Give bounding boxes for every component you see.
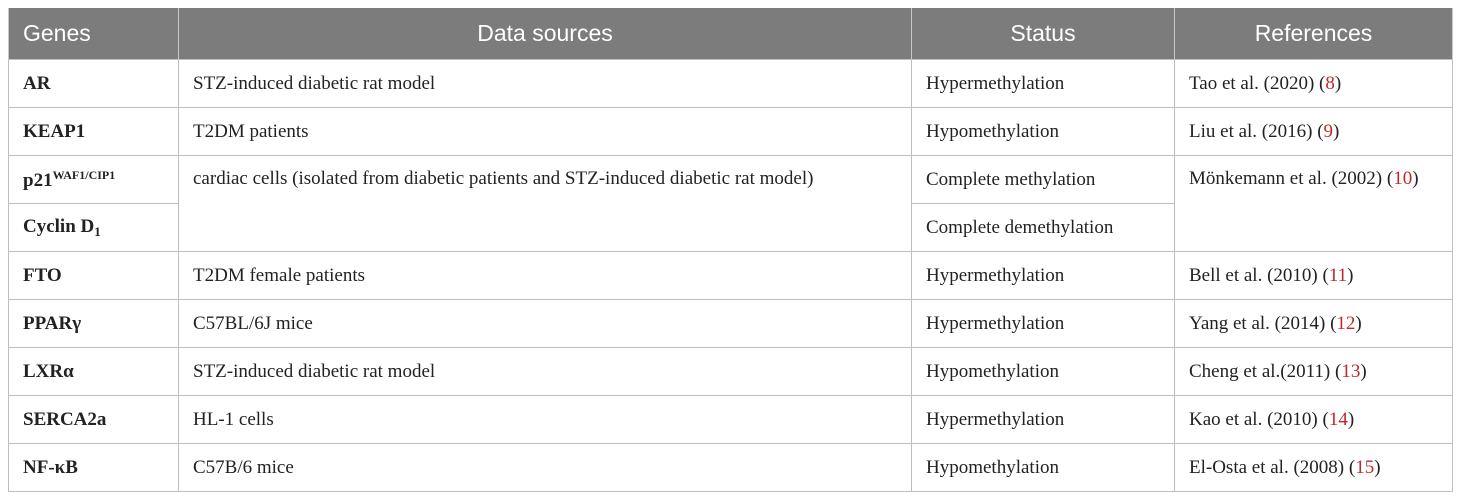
data-source-cell: C57B/6 mice	[178, 443, 912, 492]
reference-cell: Kao et al. (2010) (14)	[1174, 395, 1453, 444]
table-row: LXRα STZ-induced diabetic rat model Hypo…	[8, 347, 1453, 396]
reference-link[interactable]: 8	[1325, 72, 1335, 94]
reference-link[interactable]: 13	[1341, 360, 1361, 382]
reference-link[interactable]: 9	[1323, 120, 1334, 142]
reference-close: )	[1412, 168, 1419, 189]
gene-name: Cyclin D	[23, 215, 95, 237]
gene-cell: PPARγ	[8, 299, 179, 348]
table-row: KEAP1 T2DM patients Hypomethylation Liu …	[8, 107, 1453, 156]
gene-cell: p21WAF1/CIP1	[8, 155, 179, 204]
gene-cell: NF-κB	[8, 443, 179, 492]
header-status: Status	[911, 8, 1175, 60]
reference-text: El-Osta et al. (2008) (	[1189, 456, 1356, 478]
table-row: AR STZ-induced diabetic rat model Hyperm…	[8, 59, 1453, 108]
table-row: PPARγ C57BL/6J mice Hypermethylation Yan…	[8, 299, 1453, 348]
table-row: NF-κB C57B/6 mice Hypomethylation El-Ost…	[8, 443, 1453, 492]
reference-close: )	[1334, 72, 1342, 94]
reference-close: )	[1347, 408, 1355, 430]
table-row: FTO T2DM female patients Hypermethylatio…	[8, 251, 1453, 300]
status-cell: Hypomethylation	[911, 347, 1175, 396]
header-genes: Genes	[8, 8, 179, 60]
table-header-row: Genes Data sources Status References	[8, 8, 1453, 60]
data-source-cell: HL-1 cells	[178, 395, 912, 444]
header-references: References	[1174, 8, 1453, 60]
reference-text: Tao et al. (2020) (	[1189, 72, 1326, 94]
table-row: Cyclin D1 Complete demethylation	[8, 203, 1453, 252]
gene-subscript: 1	[94, 223, 101, 239]
data-source-cell: STZ-induced diabetic rat model	[178, 59, 912, 108]
gene-cell: Cyclin D1	[8, 203, 179, 252]
reference-cell: Yang et al. (2014) (12)	[1174, 299, 1453, 348]
gene-cell: KEAP1	[8, 107, 179, 156]
gene-methylation-table-container: Genes Data sources Status References AR …	[8, 8, 1453, 492]
table-row: p21WAF1/CIP1 cardiac cells (isolated fro…	[8, 155, 1453, 252]
data-source-cell: T2DM patients	[178, 107, 912, 156]
reference-cell: Bell et al. (2010) (11)	[1174, 251, 1453, 300]
reference-link[interactable]: 15	[1355, 456, 1375, 478]
reference-cell: Tao et al. (2020) (8)	[1174, 59, 1453, 108]
reference-close: )	[1374, 456, 1381, 478]
status-cell: Hypermethylation	[911, 59, 1175, 108]
data-source-cell: C57BL/6J mice	[178, 299, 912, 348]
reference-close: )	[1360, 360, 1367, 382]
gene-superscript: WAF1/CIP1	[52, 167, 116, 182]
gene-methylation-table: Genes Data sources Status References AR …	[8, 8, 1453, 492]
gene-cell: FTO	[8, 251, 179, 300]
status-cell: Hypermethylation	[911, 299, 1175, 348]
data-source-cell: STZ-induced diabetic rat model	[178, 347, 912, 396]
reference-text: Liu et al. (2016) (	[1189, 120, 1324, 142]
reference-close: )	[1355, 312, 1362, 334]
gene-cell: SERCA2a	[8, 395, 179, 444]
gene-cell: LXRα	[8, 347, 179, 396]
status-cell: Hypermethylation	[911, 395, 1175, 444]
reference-link[interactable]: 10	[1393, 168, 1413, 189]
status-cell: Complete demethylation	[911, 203, 1175, 252]
status-cell: Complete methylation	[911, 155, 1175, 204]
reference-cell: Mönkemann et al. (2002) (10)	[1174, 155, 1453, 252]
status-cell: Hypomethylation	[911, 443, 1175, 492]
reference-text: Mönkemann et al. (2002) (	[1189, 168, 1394, 189]
reference-text: Bell et al. (2010) (	[1189, 264, 1329, 286]
data-source-cell: T2DM female patients	[178, 251, 912, 300]
reference-link[interactable]: 11	[1328, 264, 1348, 286]
reference-text: Yang et al. (2014) (	[1189, 312, 1337, 334]
reference-text: Kao et al. (2010) (	[1189, 408, 1329, 430]
reference-cell: Liu et al. (2016) (9)	[1174, 107, 1453, 156]
gene-cell: AR	[8, 59, 179, 108]
header-data-sources: Data sources	[178, 8, 912, 60]
reference-close: )	[1333, 120, 1340, 142]
reference-link[interactable]: 14	[1328, 408, 1348, 430]
status-cell: Hypermethylation	[911, 251, 1175, 300]
table-row: SERCA2a HL-1 cells Hypermethylation Kao …	[8, 395, 1453, 444]
reference-close: )	[1347, 264, 1354, 286]
reference-link[interactable]: 12	[1336, 312, 1356, 334]
status-cell: Hypomethylation	[911, 107, 1175, 156]
gene-name: p21	[23, 169, 53, 191]
data-source-cell: cardiac cells (isolated from diabetic pa…	[178, 155, 912, 252]
reference-cell: Cheng et al.(2011) (13)	[1174, 347, 1453, 396]
reference-text: Cheng et al.(2011) (	[1189, 360, 1342, 382]
reference-cell: El-Osta et al. (2008) (15)	[1174, 443, 1453, 492]
